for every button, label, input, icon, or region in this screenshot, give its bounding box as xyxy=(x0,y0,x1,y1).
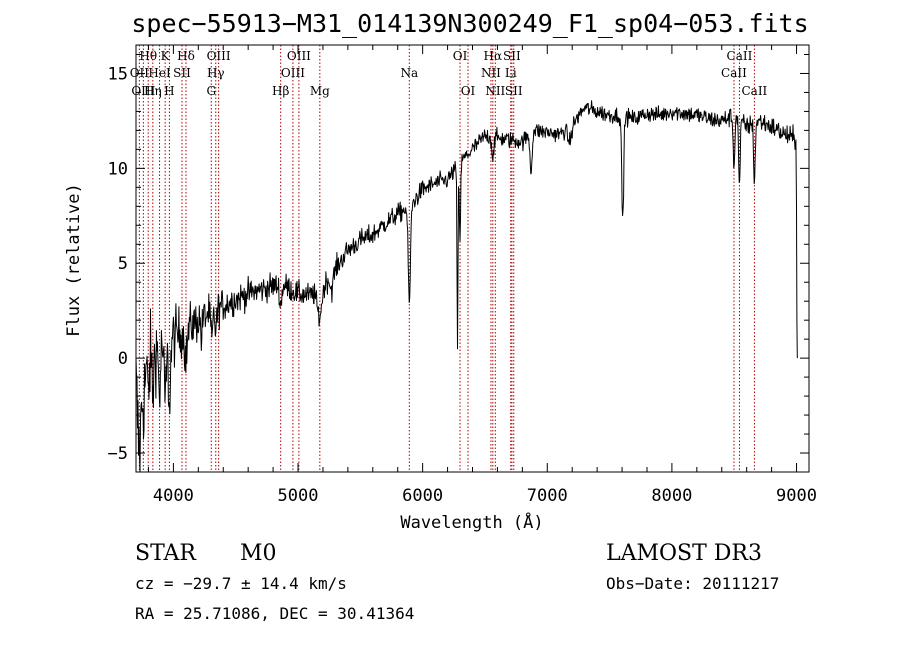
x-axis-label: Wavelength (Å) xyxy=(400,511,543,533)
line-marker-label: HeI xyxy=(148,66,171,80)
line-marker-label: SII xyxy=(503,49,521,63)
chart-title: spec−55913−M31_014139N300249_F1_sp04−053… xyxy=(131,9,808,38)
y-tick-label: 5 xyxy=(118,254,128,274)
y-tick-label: 0 xyxy=(118,349,128,369)
line-marker-label: Mg xyxy=(310,84,330,98)
line-marker-label: G xyxy=(206,84,216,98)
line-marker-label: CaII xyxy=(741,84,767,98)
y-tick-label: 15 xyxy=(108,64,128,84)
x-tick-label: 9000 xyxy=(776,486,817,506)
redshift-cz: cz = −29.7 ± 14.4 km/s xyxy=(135,574,347,593)
y-tick-label: −5 xyxy=(108,444,128,464)
x-tick-label: 8000 xyxy=(651,486,692,506)
object-class: STAR xyxy=(135,541,197,566)
line-marker-label: Hα xyxy=(484,49,503,63)
line-marker-label: Hγ xyxy=(207,66,225,80)
line-marker-label: OIII xyxy=(207,49,231,63)
line-marker-label: SII xyxy=(505,84,523,98)
line-marker-label: H xyxy=(164,84,174,98)
line-marker-label: CaII xyxy=(721,66,747,80)
line-marker-label: NII xyxy=(485,84,505,98)
x-tick-label: 5000 xyxy=(278,486,319,506)
line-marker-label: SII xyxy=(173,66,191,80)
axis-tick-labels: 4000 5000 6000 7000 8000 9000 −5 0 5 10 15 xyxy=(108,64,817,506)
line-marker-label: OI xyxy=(461,84,476,98)
line-marker-label: OIII xyxy=(281,66,305,80)
survey-name: LAMOST DR3 xyxy=(606,541,762,566)
spectrum-series xyxy=(135,100,798,473)
line-marker-label: OIII xyxy=(287,49,311,63)
line-marker-label: NII xyxy=(481,66,501,80)
line-marker-label: K xyxy=(161,49,171,63)
sky-coordinates: RA = 25.71086, DEC = 30.41364 xyxy=(135,604,414,623)
line-marker-label: Hθ xyxy=(139,49,157,63)
observation-date: Obs−Date: 20111217 xyxy=(606,574,779,593)
line-markers xyxy=(138,45,755,472)
y-axis-label: Flux (relative) xyxy=(64,183,84,337)
x-tick-label: 6000 xyxy=(402,486,443,506)
line-marker-label: Hη xyxy=(144,84,162,98)
line-marker-label: OI xyxy=(453,49,468,63)
x-tick-label: 4000 xyxy=(153,486,194,506)
line-marker-label: CaII xyxy=(727,49,753,63)
axis-ticks xyxy=(136,45,809,472)
line-marker-label: Hδ xyxy=(177,49,195,63)
line-marker-label: Hβ xyxy=(272,84,289,98)
line-marker-label: Na xyxy=(400,66,418,80)
y-tick-label: 10 xyxy=(108,159,128,179)
object-subclass: M0 xyxy=(240,541,277,566)
x-tick-label: 7000 xyxy=(527,486,568,506)
line-marker-label: Li xyxy=(505,66,517,80)
line-marker-label: OIII xyxy=(131,84,155,98)
